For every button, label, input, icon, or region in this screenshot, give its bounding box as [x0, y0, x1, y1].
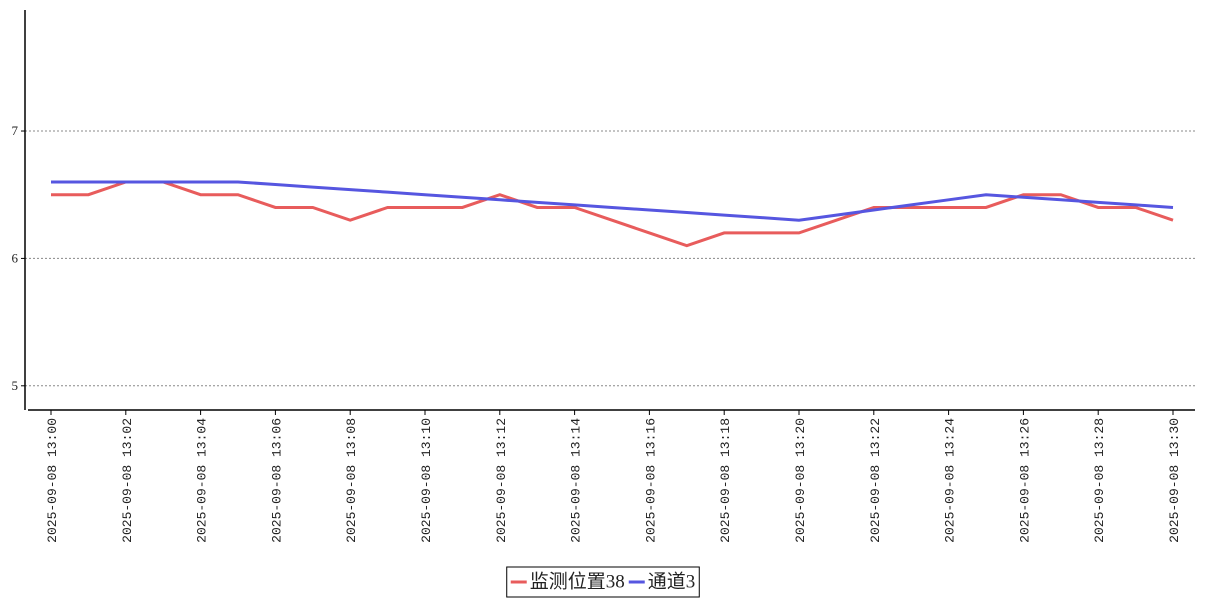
x-tick-label: 2025-09-08 13:04 [195, 418, 210, 543]
x-tick-label: 2025-09-08 13:16 [643, 418, 658, 543]
x-tick-label: 2025-09-08 13:08 [344, 418, 359, 543]
x-tick-label: 2025-09-08 13:30 [1167, 418, 1182, 543]
x-tick-label: 2025-09-08 13:00 [45, 418, 60, 543]
line-series [51, 180, 1174, 222]
y-tick-label: 7 [12, 123, 19, 138]
x-tick-label: 2025-09-08 13:26 [1017, 418, 1032, 543]
x-tick-label: 2025-09-08 13:28 [1092, 418, 1107, 543]
legend-label: 通道3 [648, 570, 696, 592]
x-tick-label: 2025-09-08 13:06 [269, 418, 284, 543]
legend-label: 监测位置38 [530, 570, 625, 592]
legend: 监测位置38 通道3 [506, 566, 700, 598]
x-tick-label: 2025-09-08 13:14 [569, 418, 584, 543]
y-tick-label: 5 [12, 378, 19, 393]
x-tick-label: 2025-09-08 13:02 [120, 418, 135, 543]
legend-box [506, 566, 700, 598]
x-tick-label: 2025-09-08 13:22 [868, 418, 883, 543]
x-tick-label: 2025-09-08 13:24 [943, 418, 958, 543]
y-tick-label: 6 [12, 250, 19, 265]
line-series [51, 180, 1174, 248]
x-tick-label: 2025-09-08 13:18 [718, 418, 733, 543]
x-tick-label: 2025-09-08 13:20 [793, 418, 808, 543]
x-tick-label: 2025-09-08 13:10 [419, 418, 434, 543]
x-tick-label: 2025-09-08 13:12 [494, 418, 509, 543]
